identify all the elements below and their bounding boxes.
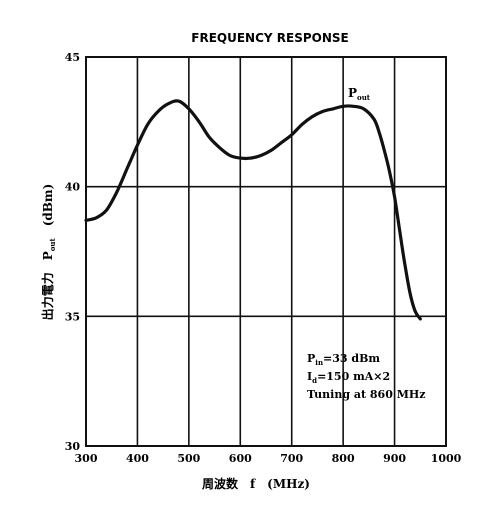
svg-text:Pin=33 dBm: Pin=33 dBm — [307, 352, 380, 367]
x-tick-label: 400 — [126, 452, 149, 465]
chart-title: FREQUENCY RESPONSE — [191, 31, 348, 45]
plot-frame — [85, 56, 447, 447]
y-axis-label: 出力電力 Pout (dBm) — [40, 184, 57, 321]
series-label-pout: Pout — [348, 86, 371, 102]
svg-text:Tuning at 860 MHz: Tuning at 860 MHz — [307, 388, 426, 401]
x-axis-label: 周波数 f (MHz) — [202, 476, 310, 491]
conditions-annotation: Pin=33 dBm Id=150 mA×2 Tuning at 860 MHz — [307, 352, 426, 401]
x-tick-labels: 300 400 500 600 700 800 900 1000 — [75, 452, 462, 465]
x-tick-label: 600 — [229, 452, 252, 465]
grid-lines — [86, 57, 446, 446]
y-tick-label: 30 — [65, 440, 81, 453]
x-tick-label: 800 — [332, 452, 355, 465]
series-line-pout — [84, 99, 422, 321]
y-tick-label: 45 — [65, 51, 80, 64]
y-tick-labels: 30 35 40 45 — [65, 51, 81, 453]
y-tick-label: 35 — [65, 310, 80, 323]
x-tick-label: 700 — [280, 452, 303, 465]
svg-text:Id=150 mA×2: Id=150 mA×2 — [307, 370, 390, 385]
x-tick-label: 900 — [383, 452, 406, 465]
x-tick-label: 500 — [177, 452, 200, 465]
x-tick-label: 300 — [75, 452, 98, 465]
x-tick-label: 1000 — [431, 452, 462, 465]
y-tick-label: 40 — [65, 181, 81, 194]
